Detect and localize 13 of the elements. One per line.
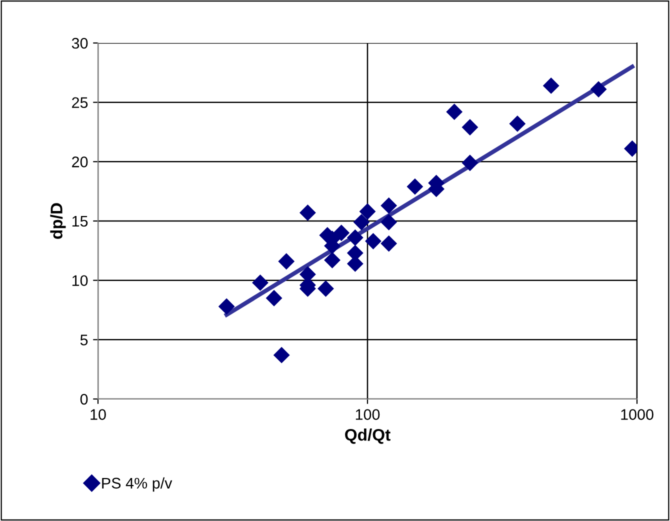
y-axis-title: dp/D (50, 203, 66, 239)
legend-label: PS 4% p/v (102, 477, 172, 492)
x-tick-label: 1000 (621, 409, 654, 420)
x-tick-label: 10 (90, 409, 106, 420)
y-tick-label: 5 (80, 334, 88, 346)
x-axis-title: Qd/Qt (345, 428, 390, 444)
y-tick-label: 0 (80, 394, 88, 405)
x-tick-label: 100 (356, 409, 380, 420)
y-tick-label: 15 (72, 216, 88, 227)
y-tick-label: 20 (72, 156, 88, 168)
y-tick-label: 10 (72, 275, 88, 286)
y-tick-label: 25 (72, 97, 88, 108)
y-tick-label: 30 (72, 38, 88, 49)
